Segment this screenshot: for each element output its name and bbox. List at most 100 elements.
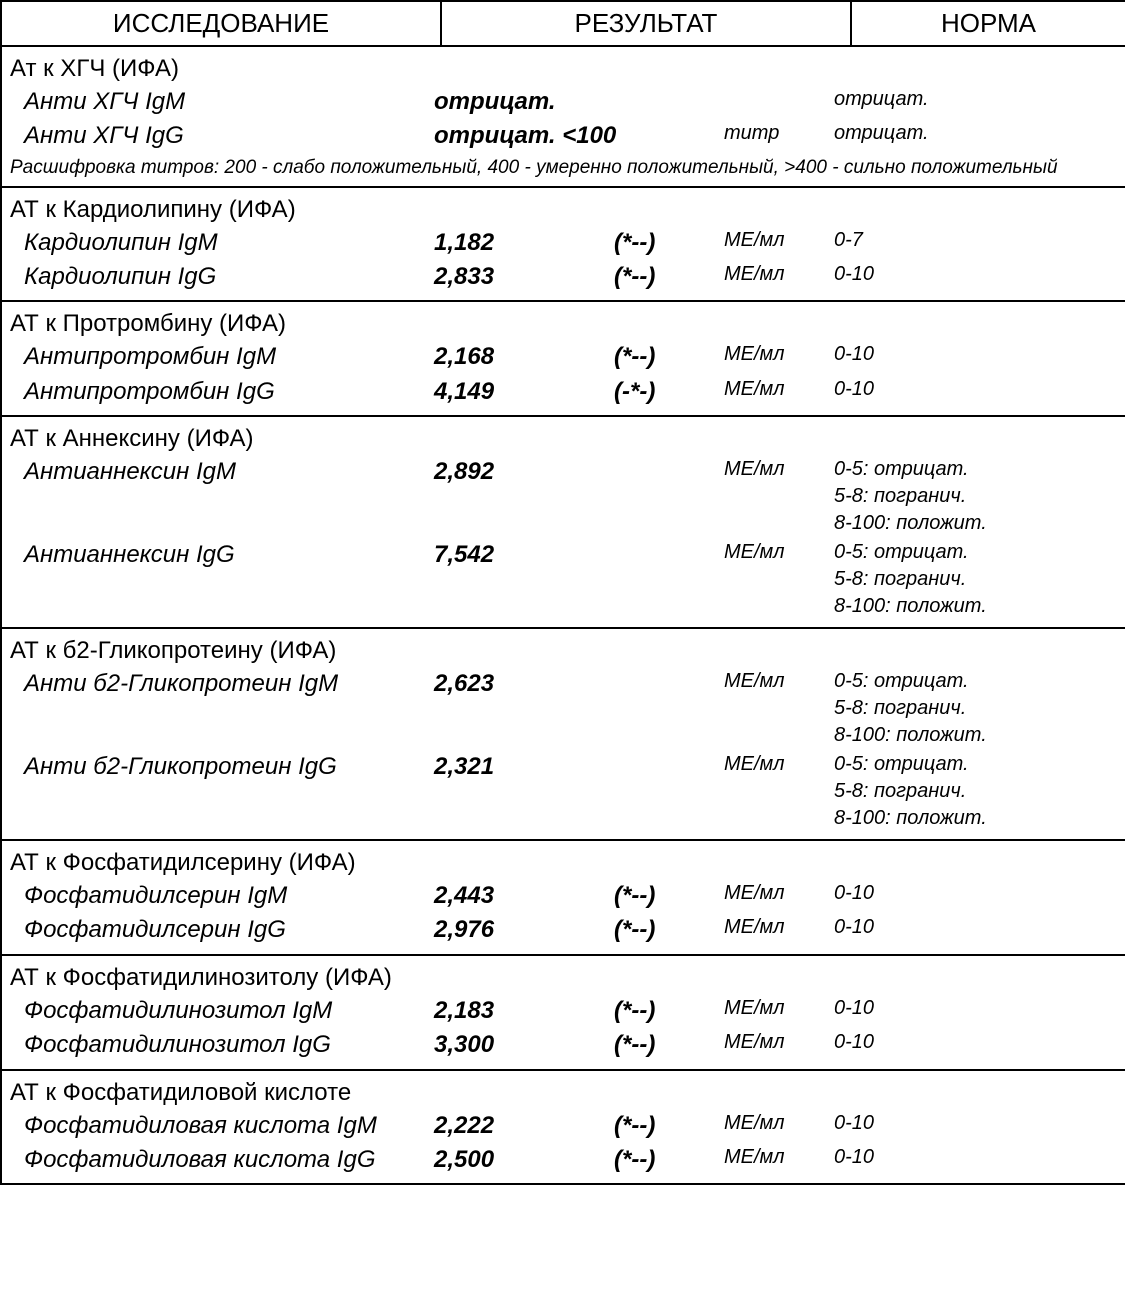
result-indicator: (*--) bbox=[614, 995, 724, 1027]
test-name: Антипротромбин IgM bbox=[10, 341, 434, 373]
result-unit: МЕ/мл bbox=[724, 880, 834, 907]
result-unit: МЕ/мл bbox=[724, 227, 834, 254]
result-value: 4,149 bbox=[434, 376, 614, 408]
test-name: Анти ХГЧ IgM bbox=[10, 86, 434, 118]
result-row: Фосфатидилсерин IgG2,976(*--)МЕ/мл0-10 bbox=[10, 913, 1117, 947]
result-indicator: (*--) bbox=[614, 261, 724, 293]
section: АТ к Фосфатидилинозитолу (ИФА)Фосфатидил… bbox=[1, 955, 1125, 1070]
result-norm: 0-10 bbox=[834, 995, 1094, 1022]
result-unit: МЕ/мл bbox=[724, 914, 834, 941]
result-norm: отрицат. bbox=[834, 120, 1094, 147]
result-value: 2,623 bbox=[434, 668, 614, 700]
result-value: 2,976 bbox=[434, 914, 614, 946]
test-name: Фосфатидилинозитол IgM bbox=[10, 995, 434, 1027]
result-indicator: (*--) bbox=[614, 1144, 724, 1176]
result-norm: 0-10 bbox=[834, 1144, 1094, 1171]
result-value: 2,892 bbox=[434, 456, 614, 488]
result-norm: 0-10 bbox=[834, 376, 1094, 403]
result-value: 2,168 bbox=[434, 341, 614, 373]
result-norm: 0-10 bbox=[834, 261, 1094, 288]
test-name: Антианнексин IgG bbox=[10, 539, 434, 571]
result-norm: 0-5: отрицат. 5-8: погранич. 8-100: поло… bbox=[834, 539, 1094, 620]
result-row: Анти б2-Гликопротеин IgG2,321МЕ/мл0-5: о… bbox=[10, 750, 1117, 833]
result-unit: МЕ/мл bbox=[724, 751, 834, 778]
result-unit: МЕ/мл bbox=[724, 376, 834, 403]
result-indicator: (-*-) bbox=[614, 376, 724, 408]
section-title: АТ к Фосфатидилинозитолу (ИФА) bbox=[10, 962, 1117, 994]
result-unit: МЕ/мл bbox=[724, 261, 834, 288]
result-norm: 0-7 bbox=[834, 227, 1094, 254]
result-row: Антипротромбин IgM2,168(*--)МЕ/мл0-10 bbox=[10, 340, 1117, 374]
result-value: 2,500 bbox=[434, 1144, 614, 1176]
test-name: Фосфатидилинозитол IgG bbox=[10, 1029, 434, 1061]
section-footnote: Расшифровка титров: 200 - слабо положите… bbox=[10, 154, 1117, 180]
result-row: Фосфатидилсерин IgM2,443(*--)МЕ/мл0-10 bbox=[10, 879, 1117, 913]
result-row: Антианнексин IgM2,892 МЕ/мл0-5: отрицат. … bbox=[10, 455, 1117, 538]
section-title: АТ к б2-Гликопротеину (ИФА) bbox=[10, 635, 1117, 667]
test-name: Фосфатидилсерин IgM bbox=[10, 880, 434, 912]
result-row: Анти ХГЧ IgMотрицат.отрицат. bbox=[10, 85, 1117, 119]
result-norm: 0-5: отрицат. 5-8: погранич. 8-100: поло… bbox=[834, 668, 1094, 749]
result-row: Фосфатидиловая кислота IgG2,500(*--)МЕ/м… bbox=[10, 1143, 1117, 1177]
result-unit: МЕ/мл bbox=[724, 456, 834, 483]
section-title: АТ к Аннексину (ИФА) bbox=[10, 423, 1117, 455]
result-unit: МЕ/мл bbox=[724, 341, 834, 368]
result-value: 2,183 bbox=[434, 995, 614, 1027]
result-unit: МЕ/мл bbox=[724, 539, 834, 566]
result-value: отрицат. <100 bbox=[434, 120, 724, 152]
section: Ат к ХГЧ (ИФА)Анти ХГЧ IgM отрицат. отрица… bbox=[1, 46, 1125, 187]
result-unit: титр bbox=[724, 120, 834, 147]
result-unit: МЕ/мл bbox=[724, 1029, 834, 1056]
result-value: 2,833 bbox=[434, 261, 614, 293]
result-row: Фосфатидиловая кислота IgM2,222(*--)МЕ/м… bbox=[10, 1109, 1117, 1143]
header-study: ИССЛЕДОВАНИЕ bbox=[1, 1, 441, 46]
result-indicator: (*--) bbox=[614, 341, 724, 373]
result-unit: МЕ/мл bbox=[724, 1110, 834, 1137]
test-name: Кардиолипин IgG bbox=[10, 261, 434, 293]
result-norm: 0-10 bbox=[834, 1110, 1094, 1137]
result-value: 2,443 bbox=[434, 880, 614, 912]
test-name: Фосфатидилсерин IgG bbox=[10, 914, 434, 946]
result-value: 7,542 bbox=[434, 539, 614, 571]
section: АТ к Аннексину (ИФА)Антианнексин IgM2,89… bbox=[1, 416, 1125, 628]
result-row: Фосфатидилинозитол IgM2,183(*--)МЕ/мл0-1… bbox=[10, 994, 1117, 1028]
header-norm: НОРМА bbox=[851, 1, 1125, 46]
section-title: АТ к Протромбину (ИФА) bbox=[10, 308, 1117, 340]
result-norm: 0-10 bbox=[834, 880, 1094, 907]
test-name: Фосфатидиловая кислота IgM bbox=[10, 1110, 434, 1142]
test-name: Анти б2-Гликопротеин IgG bbox=[10, 751, 434, 783]
section-title: Ат к ХГЧ (ИФА) bbox=[10, 53, 1117, 85]
result-unit: МЕ/мл bbox=[724, 1144, 834, 1171]
result-row: Анти ХГЧ IgGотрицат. <100титротрицат. bbox=[10, 119, 1117, 153]
result-row: Антианнексин IgG7,542 МЕ/мл0-5: отрицат. … bbox=[10, 538, 1117, 621]
header-row: ИССЛЕДОВАНИЕ РЕЗУЛЬТАТ НОРМА bbox=[1, 1, 1125, 46]
test-name: Фосфатидиловая кислота IgG bbox=[10, 1144, 434, 1176]
section-title: АТ к Фосфатидилсерину (ИФА) bbox=[10, 847, 1117, 879]
section: АТ к Фосфатидилсерину (ИФА)Фосфатидилсер… bbox=[1, 840, 1125, 955]
lab-results-table: ИССЛЕДОВАНИЕ РЕЗУЛЬТАТ НОРМА Ат к ХГЧ (И… bbox=[0, 0, 1125, 1185]
result-value: 1,182 bbox=[434, 227, 614, 259]
result-norm: 0-10 bbox=[834, 914, 1094, 941]
result-row: Кардиолипин IgG2,833(*--)МЕ/мл0-10 bbox=[10, 260, 1117, 294]
test-name: Кардиолипин IgM bbox=[10, 227, 434, 259]
test-name: Анти б2-Гликопротеин IgM bbox=[10, 668, 434, 700]
result-norm: 0-10 bbox=[834, 341, 1094, 368]
result-value: 3,300 bbox=[434, 1029, 614, 1061]
section-title: АТ к Фосфатидиловой кислоте bbox=[10, 1077, 1117, 1109]
section-title: АТ к Кардиолипину (ИФА) bbox=[10, 194, 1117, 226]
result-norm: отрицат. bbox=[834, 86, 1094, 113]
result-unit: МЕ/мл bbox=[724, 668, 834, 695]
result-norm: 0-5: отрицат. 5-8: погранич. 8-100: поло… bbox=[834, 456, 1094, 537]
result-row: Антипротромбин IgG4,149(-*-)МЕ/мл0-10 bbox=[10, 375, 1117, 409]
section: АТ к Фосфатидиловой кислотеФосфатидилова… bbox=[1, 1070, 1125, 1185]
result-indicator: (*--) bbox=[614, 1110, 724, 1142]
result-value: 2,321 bbox=[434, 751, 614, 783]
test-name: Антианнексин IgM bbox=[10, 456, 434, 488]
section: АТ к Кардиолипину (ИФА)Кардиолипин IgM1,… bbox=[1, 187, 1125, 302]
result-row: Кардиолипин IgM1,182(*--)МЕ/мл0-7 bbox=[10, 226, 1117, 260]
test-name: Анти ХГЧ IgG bbox=[10, 120, 434, 152]
result-value: 2,222 bbox=[434, 1110, 614, 1142]
result-indicator: (*--) bbox=[614, 1029, 724, 1061]
result-unit: МЕ/мл bbox=[724, 995, 834, 1022]
section: АТ к Протромбину (ИФА)Антипротромбин IgM… bbox=[1, 301, 1125, 416]
